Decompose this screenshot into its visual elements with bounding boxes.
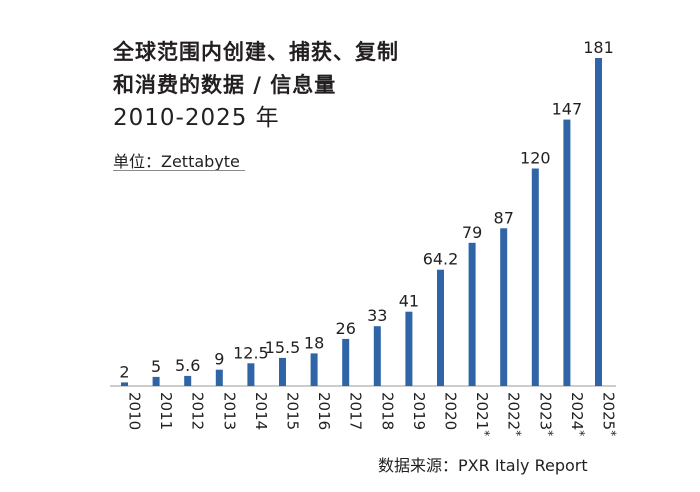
bar-2018 bbox=[373, 326, 381, 386]
bar-2025* bbox=[595, 58, 602, 386]
bar-2015 bbox=[279, 357, 286, 386]
bar-2013 bbox=[215, 369, 223, 386]
category-label-2011: 2011 bbox=[157, 392, 175, 430]
category-label-2013: 2013 bbox=[220, 392, 238, 430]
category-label-2016: 2016 bbox=[315, 392, 333, 430]
value-label-2013: 9 bbox=[214, 350, 224, 369]
chart-title-line-1: 全球范围内创建、捕获、复制 bbox=[113, 40, 399, 64]
value-label-2014: 12.5 bbox=[233, 343, 269, 362]
category-label-2017: 2017 bbox=[347, 392, 365, 430]
value-label-2023*: 120 bbox=[520, 149, 551, 168]
category-label-2019: 2019 bbox=[410, 392, 428, 430]
category-label-2020: 2020 bbox=[442, 392, 460, 430]
bar-2019 bbox=[405, 311, 413, 386]
value-label-2018: 33 bbox=[367, 306, 387, 325]
category-label-2018: 2018 bbox=[378, 392, 396, 430]
source-note: 数据来源：PXR Italy Report bbox=[378, 456, 588, 475]
value-label-2017: 26 bbox=[336, 319, 356, 338]
value-label-2021*: 79 bbox=[462, 223, 482, 242]
value-label-2012: 5.6 bbox=[175, 356, 200, 375]
unit-label: 单位：Zettabyte bbox=[113, 152, 240, 171]
value-label-2016: 18 bbox=[304, 333, 324, 352]
bar-2021* bbox=[468, 242, 476, 386]
chart-title-years: 2010-2025 年 bbox=[113, 105, 280, 131]
bar-2017 bbox=[342, 338, 350, 386]
bar-2012 bbox=[184, 375, 192, 386]
value-label-2019: 41 bbox=[399, 292, 419, 311]
bar-2016 bbox=[310, 353, 318, 386]
category-label-2015: 2015 bbox=[284, 392, 302, 430]
bar-2020 bbox=[437, 269, 444, 386]
value-label-2025*: 181 bbox=[583, 38, 614, 57]
bar-2023* bbox=[531, 168, 539, 386]
chart-title: 全球范围内创建、捕获、复制 和消费的数据 / 信息量 2010-2025 年 bbox=[113, 36, 413, 135]
category-label-2023*: 2023* bbox=[536, 392, 555, 436]
bar-2014 bbox=[247, 363, 255, 386]
category-label-2025*: 2025* bbox=[600, 392, 619, 436]
category-label-2012: 2012 bbox=[189, 392, 207, 430]
value-label-2022*: 87 bbox=[494, 208, 514, 227]
category-label-2024*: 2024* bbox=[568, 392, 587, 436]
category-label-2021*: 2021* bbox=[473, 392, 492, 436]
chart-title-line-2: 和消费的数据 / 信息量 bbox=[113, 73, 337, 97]
bar-2011 bbox=[152, 376, 160, 386]
bar-2022* bbox=[500, 228, 508, 386]
category-label-2010: 2010 bbox=[126, 392, 144, 430]
bar-2010 bbox=[121, 382, 128, 386]
value-label-2015: 15.5 bbox=[265, 338, 301, 357]
bar-2024* bbox=[563, 119, 571, 386]
unit-divider bbox=[113, 170, 245, 171]
category-label-2022*: 2022* bbox=[505, 392, 524, 436]
value-label-2010: 2 bbox=[119, 362, 129, 381]
value-label-2020: 64.2 bbox=[423, 250, 459, 269]
value-label-2024*: 147 bbox=[552, 100, 583, 119]
value-label-2011: 5 bbox=[151, 357, 161, 376]
category-label-2014: 2014 bbox=[252, 392, 270, 430]
